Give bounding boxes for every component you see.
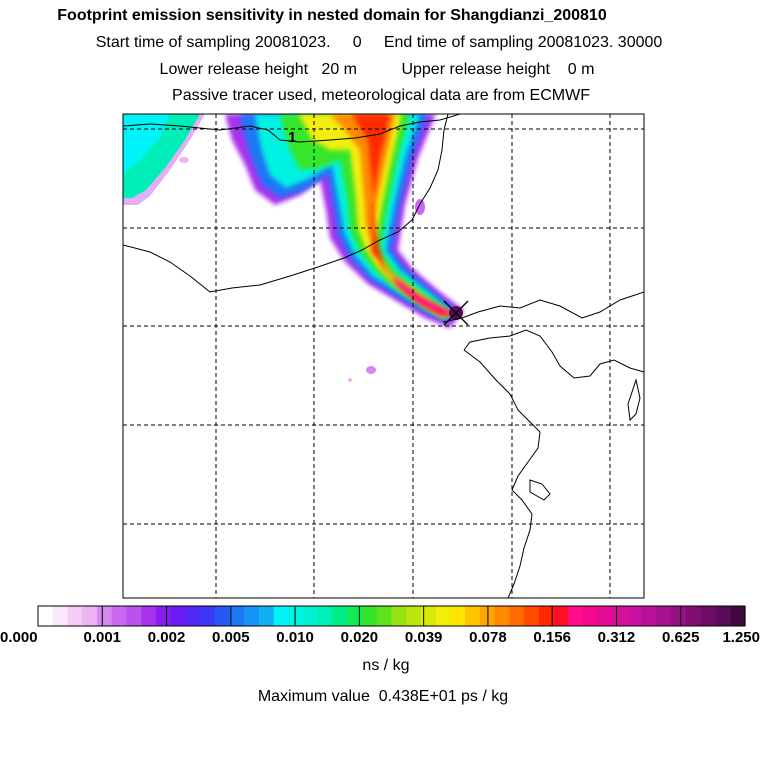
map-title: Footprint emission sensitivity in nested… — [57, 7, 607, 24]
colorbar-cell — [317, 606, 334, 626]
peninsula-outline — [627, 378, 641, 422]
patch-west-a — [179, 157, 189, 163]
colorbar-tick-label: 0.312 — [597, 629, 636, 646]
colorbar-unit: ns / kg — [362, 657, 410, 674]
colorbar-tick-label: 0.156 — [533, 629, 571, 646]
tracer-info-line: Passive tracer used, meteorological data… — [172, 87, 590, 104]
colorbar-cell — [288, 606, 304, 626]
colorbar-cell — [244, 606, 260, 626]
colorbar-tick-label: 1.250 — [722, 629, 760, 646]
colorbar-cell — [406, 606, 422, 626]
colorbar-cell — [420, 606, 437, 626]
release-height-line: Lower release height 20 m Upper release … — [159, 61, 595, 78]
colorbar-cell — [126, 606, 142, 626]
colorbar-tick-label: 0.020 — [340, 629, 379, 646]
colorbar-cell — [641, 606, 658, 626]
colorbar-cell — [347, 606, 363, 626]
colorbar-cell — [538, 606, 555, 626]
colorbar-cell — [524, 606, 540, 626]
island-outline — [529, 479, 551, 501]
border-line-northeast — [361, 114, 449, 251]
colorbar-cell — [200, 606, 216, 626]
colorbar-tick-label: 0.005 — [212, 629, 250, 646]
colorbar-tick-label: 0.000 — [0, 629, 38, 646]
colorbar-cell — [730, 606, 746, 626]
coastline-south — [463, 349, 541, 598]
colorbar-tick-label: 0.078 — [469, 629, 507, 646]
colorbar-cell — [376, 606, 393, 626]
colorbar-cell — [597, 606, 614, 626]
patch-south-b — [348, 378, 352, 382]
colorbar-cell — [656, 606, 672, 626]
colorbar-cell — [627, 606, 643, 626]
colorbar-cell — [494, 606, 510, 626]
colorbar-tick-label: 0.039 — [404, 629, 443, 646]
plume-layer — [123, 114, 644, 598]
colorbar-frame — [37, 605, 746, 627]
colorbar-cell — [96, 606, 113, 626]
colorbar-cell — [229, 606, 245, 626]
x-marker-icon — [443, 300, 469, 326]
contour-label: 1 — [288, 129, 296, 146]
maximum-value-line: Maximum value 0.438E+01 ps / kg — [257, 688, 509, 705]
colorbar-tick-label: 0.001 — [83, 629, 122, 646]
colorbar-cell — [465, 606, 481, 626]
border-line-east — [442, 291, 644, 323]
colorbar-cell — [391, 606, 407, 626]
colorbar-cell — [686, 606, 702, 626]
colorbar-cell — [111, 606, 127, 626]
colorbar-cell — [303, 606, 319, 626]
colorbar-cell — [435, 606, 452, 626]
colorbar-cell — [52, 606, 69, 626]
colorbar-cell — [38, 606, 54, 626]
colorbar-cell — [715, 606, 731, 626]
colorbar-cell — [273, 606, 289, 626]
colorbar-cell — [258, 606, 275, 626]
colorbar-cell — [450, 606, 466, 626]
sampling-time-line: Start time of sampling 20081023. 0 End t… — [95, 34, 663, 51]
colorbar-cell — [214, 606, 231, 626]
plume-red-band — [352, 114, 454, 315]
colorbar-cell — [67, 606, 83, 626]
plume-yellow-band — [298, 114, 452, 316]
patch-north — [415, 199, 425, 215]
colorbar-cell — [582, 606, 599, 626]
colorbar-tick-label: 0.625 — [661, 629, 700, 646]
colorbar-cell — [700, 606, 717, 626]
colorbar-cell — [568, 606, 584, 626]
colorbar-cell — [553, 606, 569, 626]
colorbar-cell — [82, 606, 98, 626]
lat-lon-grid — [123, 114, 644, 598]
colorbar-dividers — [101, 606, 682, 626]
colorbar-cell — [509, 606, 525, 626]
colorbar-cell — [185, 606, 201, 626]
border-line-west — [123, 244, 363, 293]
colorbar-cell — [332, 606, 348, 626]
colorbar — [37, 605, 746, 627]
colorbar-cell — [671, 606, 687, 626]
colorbar-cell — [170, 606, 186, 626]
colorbar-tick-label: 0.002 — [147, 629, 186, 646]
coastline-bay — [463, 329, 644, 379]
colorbar-cell — [362, 606, 378, 626]
plume-magenta-core — [392, 275, 450, 316]
colorbar-cell — [141, 606, 157, 626]
map-frame — [122, 113, 645, 599]
colorbar-tick-label: 0.010 — [276, 629, 314, 646]
colorbar-cell — [612, 606, 628, 626]
colorbar-cells — [38, 606, 746, 626]
patch-south-a — [366, 366, 376, 374]
colorbar-cell — [155, 606, 172, 626]
